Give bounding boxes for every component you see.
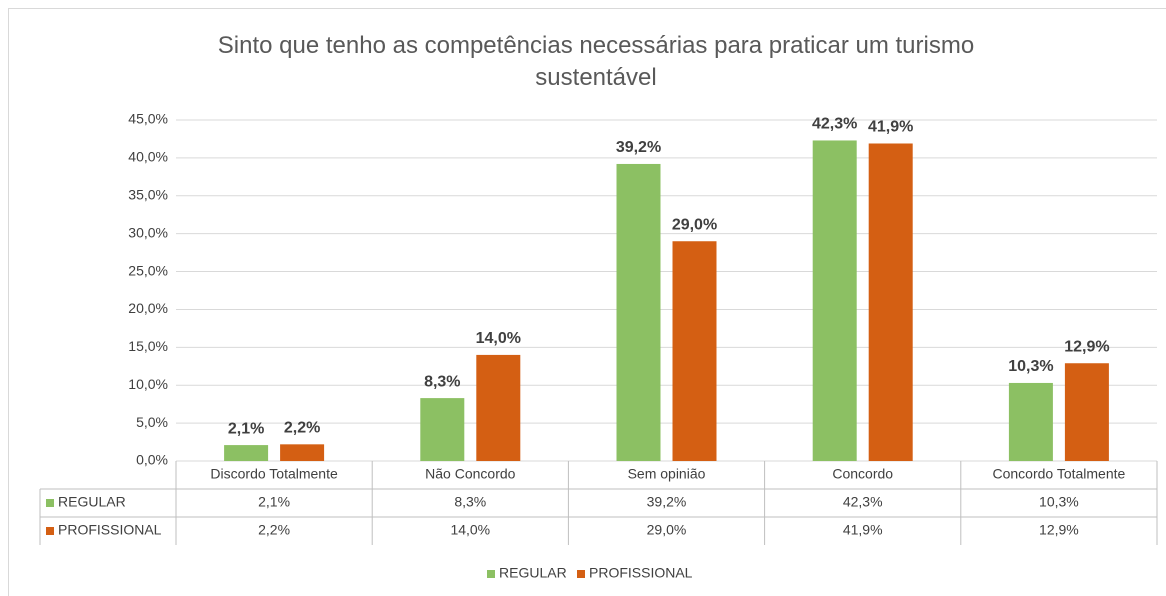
legend-key [577, 570, 585, 578]
table-cell: 2,1% [258, 494, 290, 510]
bar [672, 241, 717, 461]
legend-key [487, 570, 495, 578]
y-tick-label: 40,0% [128, 149, 168, 165]
bar [280, 444, 325, 461]
bar [420, 398, 465, 461]
x-tick-label: Concordo [832, 466, 893, 482]
table-cell: 8,3% [454, 494, 486, 510]
y-tick-label: 35,0% [128, 186, 168, 202]
y-tick-label: 5,0% [136, 414, 168, 430]
chart-title: Sinto que tenho as competências necessár… [217, 32, 975, 91]
data-label: 42,3% [812, 116, 857, 133]
bar [616, 163, 661, 461]
y-tick-label: 25,0% [128, 262, 168, 278]
table-cell: 14,0% [450, 522, 490, 538]
x-tick-label: Sem opinião [628, 466, 706, 482]
table-cell: 10,3% [1039, 494, 1079, 510]
table-cell: 2,2% [258, 522, 290, 538]
chart-border [8, 8, 1166, 596]
bar [1008, 382, 1053, 461]
table-row-label: REGULAR [58, 494, 126, 510]
data-label: 2,1% [228, 420, 264, 437]
data-label: 41,9% [868, 119, 913, 136]
data-label: 39,2% [616, 139, 661, 156]
x-tick-label: Concordo Totalmente [992, 466, 1125, 482]
legend-label: PROFISSIONAL [589, 565, 693, 581]
table-cell: 41,9% [843, 522, 883, 538]
table-legend-key [46, 499, 54, 507]
bar [812, 140, 857, 461]
bar [224, 445, 269, 461]
y-tick-label: 15,0% [128, 338, 168, 354]
table-cell: 12,9% [1039, 522, 1079, 538]
table-legend-key [46, 527, 54, 535]
y-tick-label: 20,0% [128, 300, 168, 316]
table-cell: 29,0% [647, 522, 687, 538]
bar [868, 143, 913, 462]
y-tick-label: 10,0% [128, 376, 168, 392]
data-label: 2,2% [284, 420, 320, 437]
data-label: 29,0% [672, 216, 717, 233]
y-tick-label: 0,0% [136, 452, 168, 468]
table-cell: 42,3% [843, 494, 883, 510]
data-label: 14,0% [476, 330, 521, 347]
bar [1064, 363, 1109, 461]
x-tick-label: Não Concordo [425, 466, 515, 482]
x-tick-label: Discordo Totalmente [210, 466, 338, 482]
legend-label: REGULAR [499, 565, 567, 581]
table-row-label: PROFISSIONAL [58, 522, 162, 538]
data-label: 10,3% [1008, 358, 1053, 375]
bar [476, 354, 521, 461]
data-label: 12,9% [1064, 338, 1109, 355]
y-tick-label: 30,0% [128, 224, 168, 240]
y-tick-label: 45,0% [128, 111, 168, 127]
table-cell: 39,2% [647, 494, 687, 510]
data-label: 8,3% [424, 373, 460, 390]
